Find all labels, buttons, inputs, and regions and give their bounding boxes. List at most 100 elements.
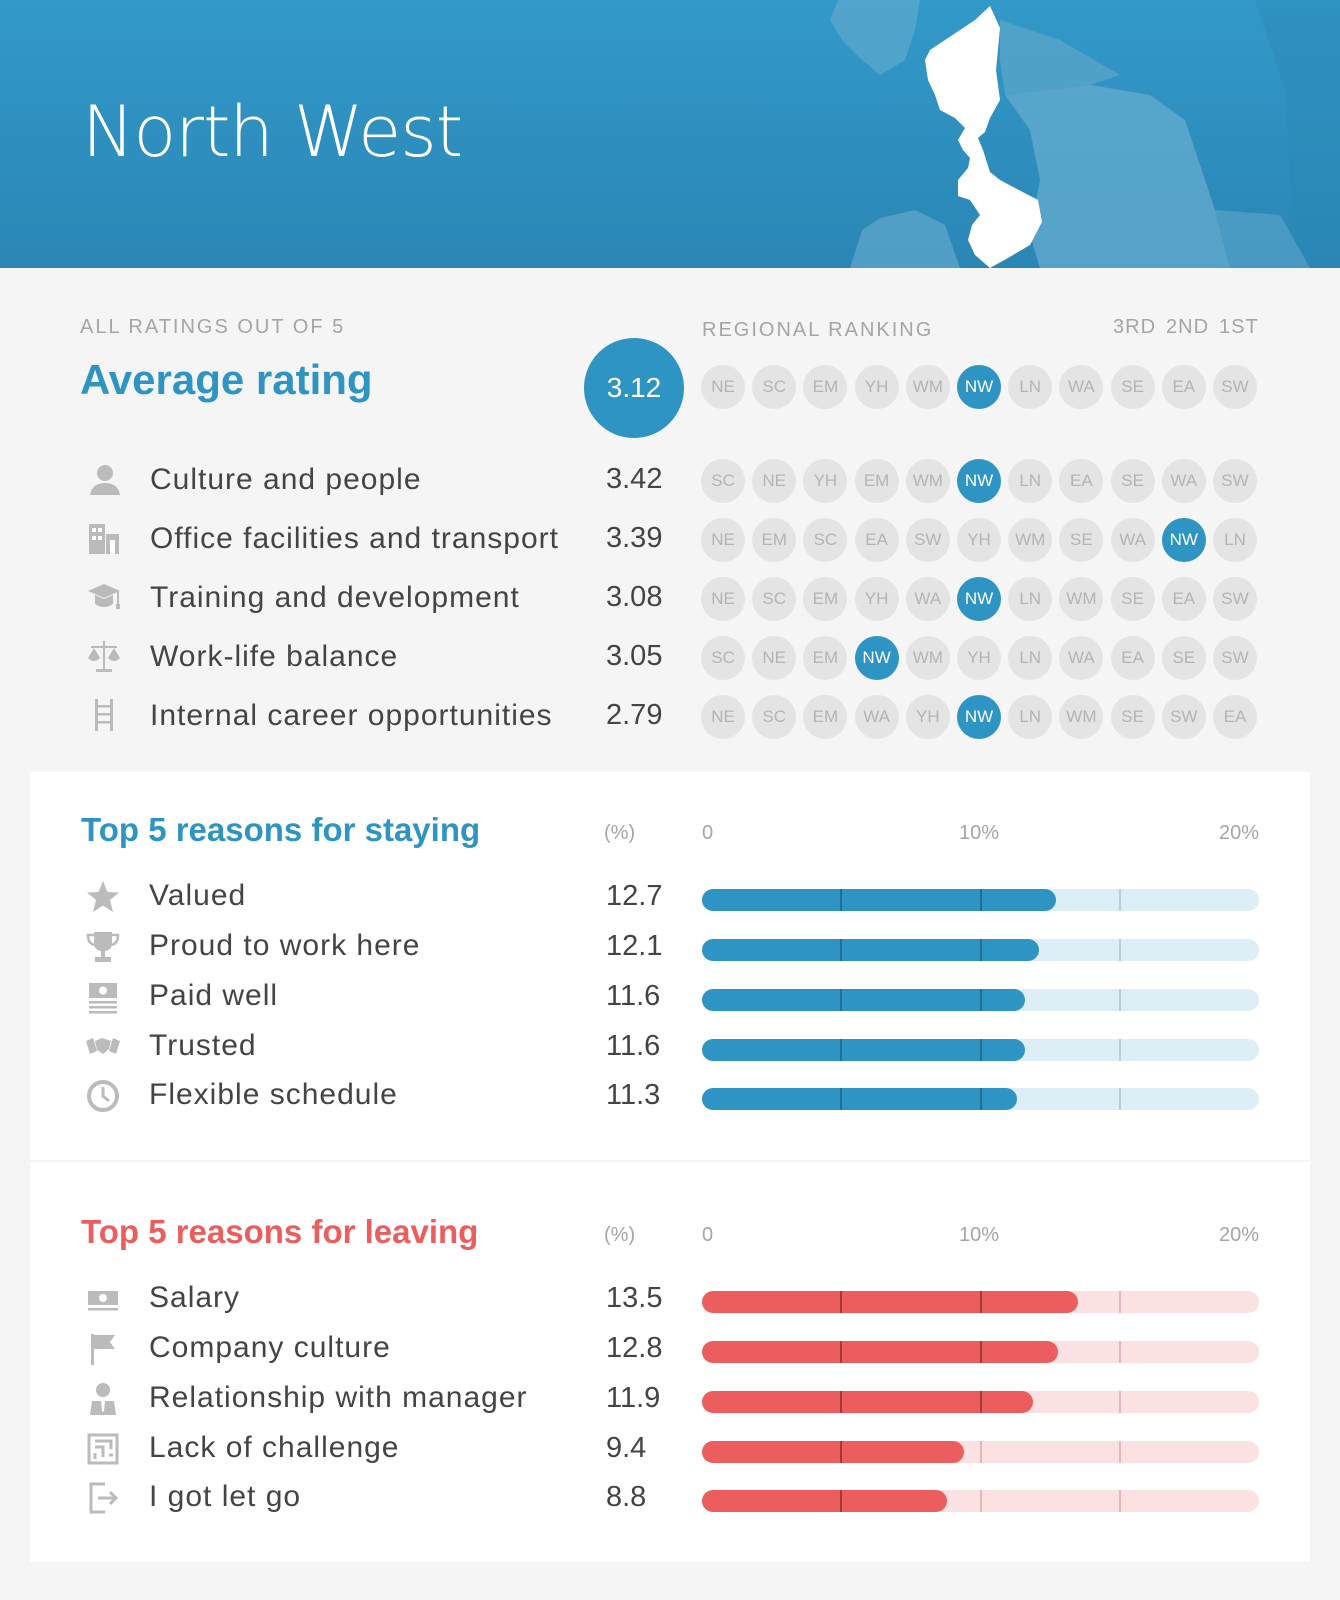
- bar-track: [702, 989, 1259, 1011]
- rank-chip-se: SE: [1110, 577, 1155, 621]
- rank-chip-ea: EA: [1213, 695, 1257, 739]
- leaving-axis-mid: 10%: [959, 1224, 1000, 1246]
- bar-label: Trusted: [149, 1029, 257, 1062]
- bar-tick: [979, 1291, 982, 1313]
- graduation-cap-icon: [88, 584, 120, 609]
- staying-axis-min: 0: [702, 822, 714, 844]
- bar-label: Company culture: [149, 1331, 391, 1364]
- leaving-title: Top 5 reasons for leaving: [81, 1213, 479, 1250]
- rank-chip-sw: SW: [1213, 459, 1257, 503]
- rank-chip-wa: WA: [854, 695, 899, 739]
- rank-chip-se: SE: [1110, 695, 1155, 739]
- bar-value: 9.4: [606, 1432, 647, 1464]
- bar-tick: [979, 989, 982, 1011]
- leaving-row: I got let go 8.8: [30, 1478, 1310, 1524]
- bar-value: 12.1: [606, 930, 663, 962]
- bar-tick: [1118, 1441, 1121, 1463]
- rank-chip-sw: SW: [1161, 695, 1206, 739]
- leaving-row: Lack of challenge 9.4: [30, 1429, 1310, 1475]
- bar-label: Lack of challenge: [149, 1431, 400, 1464]
- bar-track: [702, 1341, 1259, 1363]
- rank-chip-wa: WA: [1059, 636, 1104, 680]
- banknote-icon: [88, 1291, 118, 1311]
- rank-chip-wm: WM: [905, 636, 950, 680]
- leaving-axis-min: 0: [702, 1224, 714, 1246]
- leaving-axis-max: 20%: [1219, 1224, 1260, 1246]
- category-label: Office facilities and transport: [150, 522, 559, 555]
- rank-chip-se: SE: [1059, 518, 1104, 562]
- rank-position-3rd: 3RD: [1113, 316, 1157, 338]
- rank-chip-sw: SW: [905, 518, 950, 562]
- rank-chip-sc: SC: [701, 459, 745, 503]
- category-label: Work-life balance: [150, 640, 399, 673]
- rank-chip-ne: NE: [752, 459, 797, 503]
- bar-track: [702, 939, 1259, 961]
- bar-value: 8.8: [606, 1481, 647, 1513]
- uk-map-graphic: [830, 0, 1340, 268]
- bar-tick: [979, 1391, 982, 1413]
- bar-fill: [702, 1441, 964, 1463]
- rank-chip-ne: NE: [701, 695, 745, 739]
- bar-tick: [840, 1039, 843, 1061]
- clock-icon: [87, 1080, 119, 1112]
- leaving-row: Relationship with manager 11.9: [30, 1379, 1310, 1425]
- rank-chip-ne: NE: [701, 518, 745, 562]
- rank-chip-ne: NE: [701, 577, 745, 621]
- bar-track: [702, 1088, 1259, 1110]
- rank-chip-nw: NW: [957, 365, 1001, 409]
- bar-tick: [979, 1441, 982, 1463]
- rank-chip-ea: EA: [1161, 365, 1206, 409]
- rank-chip-wm: WM: [1059, 695, 1104, 739]
- rank-chip-ln: LN: [1008, 695, 1053, 739]
- bar-tick: [979, 889, 982, 911]
- bar-tick: [840, 989, 843, 1011]
- leaving-row: Salary 13.5: [30, 1279, 1310, 1325]
- rank-chip-sc: SC: [752, 365, 797, 409]
- bar-tick: [1118, 1490, 1121, 1512]
- bar-tick: [840, 1088, 843, 1110]
- bar-tick: [1118, 989, 1121, 1011]
- rank-chip-ln: LN: [1008, 365, 1053, 409]
- rank-chip-em: EM: [803, 577, 848, 621]
- category-value: 3.39: [606, 522, 663, 554]
- banknote-stack-icon: [89, 983, 117, 1014]
- rank-chip-em: EM: [803, 636, 848, 680]
- ladder-icon: [95, 699, 113, 731]
- rank-chip-yh: YH: [905, 695, 950, 739]
- rank-chip-yh: YH: [854, 577, 899, 621]
- bar-value: 12.8: [606, 1332, 663, 1364]
- bar-label: Flexible schedule: [149, 1078, 398, 1111]
- rank-position-2nd: 2ND: [1166, 316, 1210, 338]
- bar-value: 11.6: [606, 980, 661, 1012]
- scales-icon: [88, 641, 120, 672]
- rank-chip-nw: NW: [957, 459, 1001, 503]
- rank-chip-wm: WM: [1059, 577, 1104, 621]
- bar-tick: [1118, 1039, 1121, 1061]
- bar-fill: [702, 1291, 1078, 1313]
- rank-chip-yh: YH: [854, 365, 899, 409]
- rank-chip-ea: EA: [1059, 459, 1104, 503]
- rank-chip-em: EM: [803, 365, 848, 409]
- rank-chip-wm: WM: [905, 459, 950, 503]
- bar-label: Relationship with manager: [149, 1381, 528, 1414]
- rank-chip-ne: NE: [701, 365, 745, 409]
- bar-fill: [702, 989, 1026, 1011]
- category-label: Training and development: [150, 581, 520, 614]
- staying-row: Valued 12.7: [30, 877, 1310, 923]
- staying-axis-max: 20%: [1219, 822, 1260, 844]
- bar-value: 11.3: [606, 1079, 661, 1111]
- rank-chip-ln: LN: [1008, 636, 1053, 680]
- category-row: Training and development 3.08 NE SC EM YH WA…: [0, 573, 1340, 623]
- bar-tick: [840, 1490, 843, 1512]
- rank-position-1st: 1ST: [1219, 316, 1259, 338]
- rank-chip-wa: WA: [1161, 459, 1206, 503]
- rank-chip-sw: SW: [1213, 365, 1257, 409]
- bar-tick: [840, 1391, 843, 1413]
- staying-panel: Top 5 reasons for staying (%) 0 10% 20% …: [30, 772, 1310, 1160]
- person-icon: [90, 465, 120, 495]
- bar-fill: [702, 1341, 1059, 1363]
- category-label: Internal career opportunities: [150, 699, 553, 732]
- bar-tick: [979, 1490, 982, 1512]
- bar-label: Proud to work here: [149, 929, 421, 962]
- region-header: North West: [0, 0, 1340, 268]
